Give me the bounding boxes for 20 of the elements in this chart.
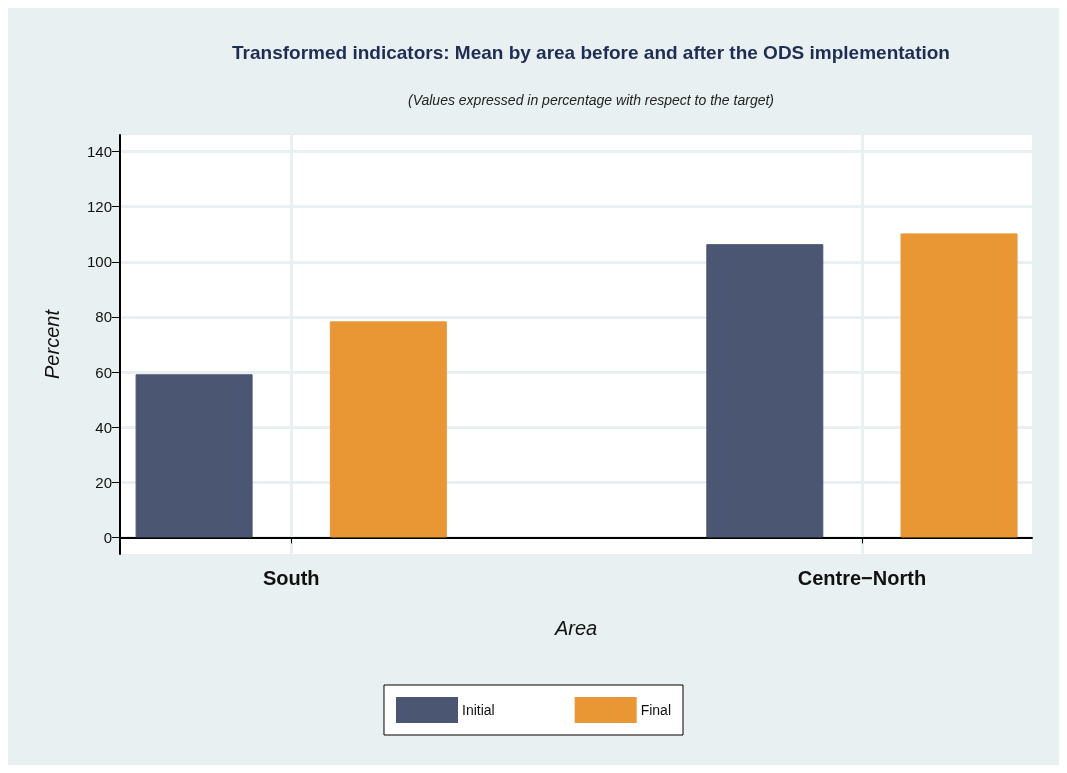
bar [329,321,447,538]
bar [900,233,1018,538]
x-axis-title: Area [553,617,598,639]
y-tick-label: 80 [95,308,112,326]
y-axis-title: Percent [41,308,63,379]
bar [706,244,824,538]
chart-title: Transformed indicators: Mean by area before and after the ODS implementation [232,42,950,63]
x-tick-label: South [262,567,320,589]
y-tick-label: 140 [86,143,112,161]
bar [135,374,253,538]
y-tick-label: 60 [95,363,112,381]
chart-subtitle: (Values expressed in percentage with respect to the target) [407,92,775,108]
y-tick-label: 20 [95,473,112,491]
legend-label: Initial [461,702,495,718]
y-tick-label: 100 [86,253,112,271]
x-tick-label: Centre−North [797,567,927,589]
y-tick-label: 0 [103,528,112,546]
legend-label: Final [640,702,672,718]
y-tick-label: 120 [86,198,112,216]
y-tick-label: 40 [95,418,112,436]
